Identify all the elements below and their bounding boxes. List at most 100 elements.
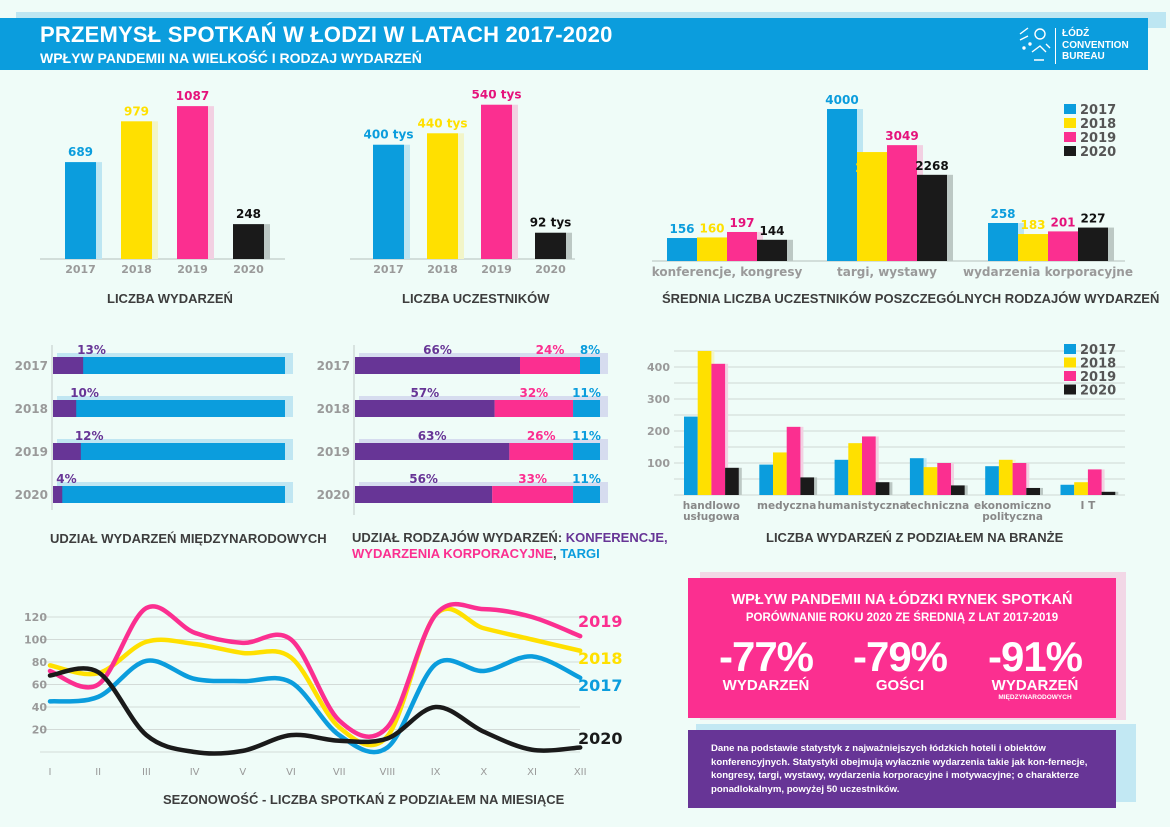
bar-2017	[667, 238, 697, 261]
y-tick-label: 2018	[317, 402, 350, 416]
bar-value-label: 197	[729, 216, 754, 230]
x-tick-label: polityczna	[982, 511, 1043, 523]
bar-value-label: 8%	[580, 343, 600, 357]
legend-swatch-2018	[1064, 357, 1076, 368]
bar-shadow	[512, 104, 518, 259]
international-share-chart: 13% 2017 10% 2018 12% 2019 4% 2020	[15, 343, 293, 510]
bar-shadow	[1026, 463, 1030, 495]
x-tick-label: VIII	[380, 767, 396, 778]
title-part-corporate: WYDARZENIA KORPORACYJNE	[352, 546, 554, 561]
bar-shadow	[964, 485, 968, 495]
bar-2017	[827, 109, 857, 261]
impact-title: WPŁYW PANDEMII NA ŁÓDZKI RYNEK SPOTKAŃ	[731, 592, 1073, 608]
bar-2020	[1078, 227, 1108, 261]
bar-value-label: 12%	[75, 429, 104, 443]
bar-international	[53, 486, 63, 503]
y-tick-label: 2020	[317, 488, 350, 502]
bar-2019	[711, 363, 726, 495]
series-end-label-2019: 2019	[578, 612, 623, 631]
bar-value-label: 24%	[536, 343, 565, 357]
x-tick-label: 2019	[481, 263, 512, 276]
bar-value-label: 440 tys	[418, 116, 468, 130]
x-tick-label: wydarzenia korporacyjne	[963, 265, 1133, 279]
bar-2020	[951, 485, 965, 495]
bar-segment-0	[355, 400, 495, 417]
bar-2018	[773, 452, 787, 495]
y-tick-label: 60	[32, 679, 48, 692]
lodz-convention-bureau-logo-icon	[1019, 27, 1051, 61]
participants-bar-chart: 400 tys 2017 440 tys 2018 540 tys 2019 92 tys 2…	[350, 90, 575, 276]
x-tick-label: targi, wystawy	[837, 265, 937, 279]
bar-segment-1	[494, 400, 574, 417]
bar-segment-2	[573, 400, 600, 417]
bar-value-label: 201	[1050, 215, 1075, 229]
impact-stat-guests: -79% GOŚCI	[840, 636, 960, 694]
x-tick-label: konferencje, kongresy	[652, 265, 803, 279]
x-tick-label: XI	[527, 767, 537, 778]
bar-2019	[727, 231, 757, 261]
bar-international	[53, 443, 81, 460]
bar-shadow	[738, 467, 742, 495]
bar-domestic	[53, 443, 285, 460]
bar-value-label: 3049	[885, 129, 918, 143]
bar-value-label: 11%	[572, 386, 601, 400]
bar-shadow	[1108, 227, 1114, 261]
bar-2017	[909, 458, 924, 495]
page-subtitle: WPŁYW PANDEMII NA WIELKOŚĆ I RODZAJ WYDA…	[40, 50, 422, 66]
bar-2018	[857, 152, 887, 261]
y-tick-label: 100	[24, 634, 47, 647]
legend-swatch-2020	[1064, 384, 1076, 395]
x-tick-label: ekonomiczno	[974, 500, 1051, 512]
series-end-label-2018: 2018	[578, 649, 623, 668]
x-tick-label: VI	[286, 767, 296, 778]
y-tick-label: 80	[32, 656, 48, 669]
y-tick-label: 2019	[15, 445, 48, 459]
bar-shadow	[1115, 491, 1119, 495]
bar-value-label: 10%	[70, 386, 99, 400]
y-tick-label: 100	[647, 457, 670, 470]
bar-2017	[988, 223, 1018, 261]
bar-value-label: 56%	[409, 472, 438, 486]
legend-label: 2017	[1080, 343, 1116, 358]
bar-2019	[481, 104, 512, 259]
bar-value-label: 156	[669, 222, 694, 236]
x-tick-label: usługowa	[683, 511, 740, 523]
bar-2017	[373, 144, 404, 259]
bar-segment-2	[573, 443, 600, 460]
bar-value-label: 11%	[572, 429, 601, 443]
bar-segment-2	[580, 357, 600, 374]
bar-value-label: 258	[990, 207, 1015, 221]
impact-box: WPŁYW PANDEMII NA ŁÓDZKI RYNEK SPOTKAŃ P…	[688, 578, 1116, 718]
line-series-2017	[47, 654, 583, 755]
bar-2017	[1060, 484, 1075, 495]
y-tick-label: 120	[24, 611, 47, 624]
bar-2017	[65, 162, 96, 259]
bar-2019	[1048, 231, 1078, 261]
x-tick-label: III	[142, 767, 151, 778]
bar-value-label: 144	[759, 224, 784, 238]
x-tick-label: humanistyczna	[817, 500, 906, 512]
title-part-conferences: KONFERENCJE,	[565, 530, 668, 545]
y-tick-label: 20	[32, 724, 48, 737]
bar-segment-1	[509, 443, 574, 460]
bar-value-label: 400 tys	[364, 128, 414, 142]
y-tick-label: 2017	[15, 359, 48, 373]
legend-swatch-2018	[1064, 118, 1076, 128]
x-tick-label: I T	[1081, 500, 1097, 512]
bar-value-label: 26%	[527, 429, 556, 443]
bar-2019	[887, 145, 917, 261]
bar-2019	[1087, 469, 1102, 495]
bar-shadow	[1101, 469, 1105, 495]
bar-2018	[1074, 482, 1088, 495]
x-tick-label: I	[49, 767, 52, 778]
bar-shadow	[889, 482, 893, 495]
bar-value-label: 63%	[418, 429, 447, 443]
series-end-label-2020: 2020	[578, 729, 623, 748]
bar-value-label: 2867	[855, 161, 888, 175]
note-box	[688, 730, 1116, 808]
bar-value-label: 4000	[825, 93, 858, 107]
legend-label: 2020	[1080, 384, 1116, 399]
bar-2017	[684, 416, 698, 495]
